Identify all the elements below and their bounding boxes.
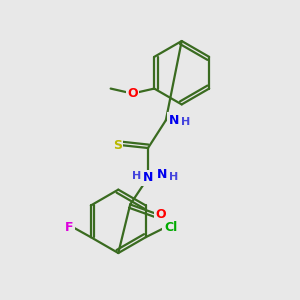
Text: F: F: [65, 221, 73, 234]
Text: S: S: [113, 139, 122, 152]
Text: N: N: [157, 168, 167, 181]
Text: H: H: [169, 172, 178, 182]
Text: H: H: [131, 171, 141, 181]
Text: N: N: [169, 114, 179, 127]
Text: H: H: [181, 117, 190, 127]
Text: O: O: [156, 208, 166, 221]
Text: N: N: [143, 171, 153, 184]
Text: O: O: [127, 87, 138, 100]
Text: Cl: Cl: [164, 221, 177, 234]
